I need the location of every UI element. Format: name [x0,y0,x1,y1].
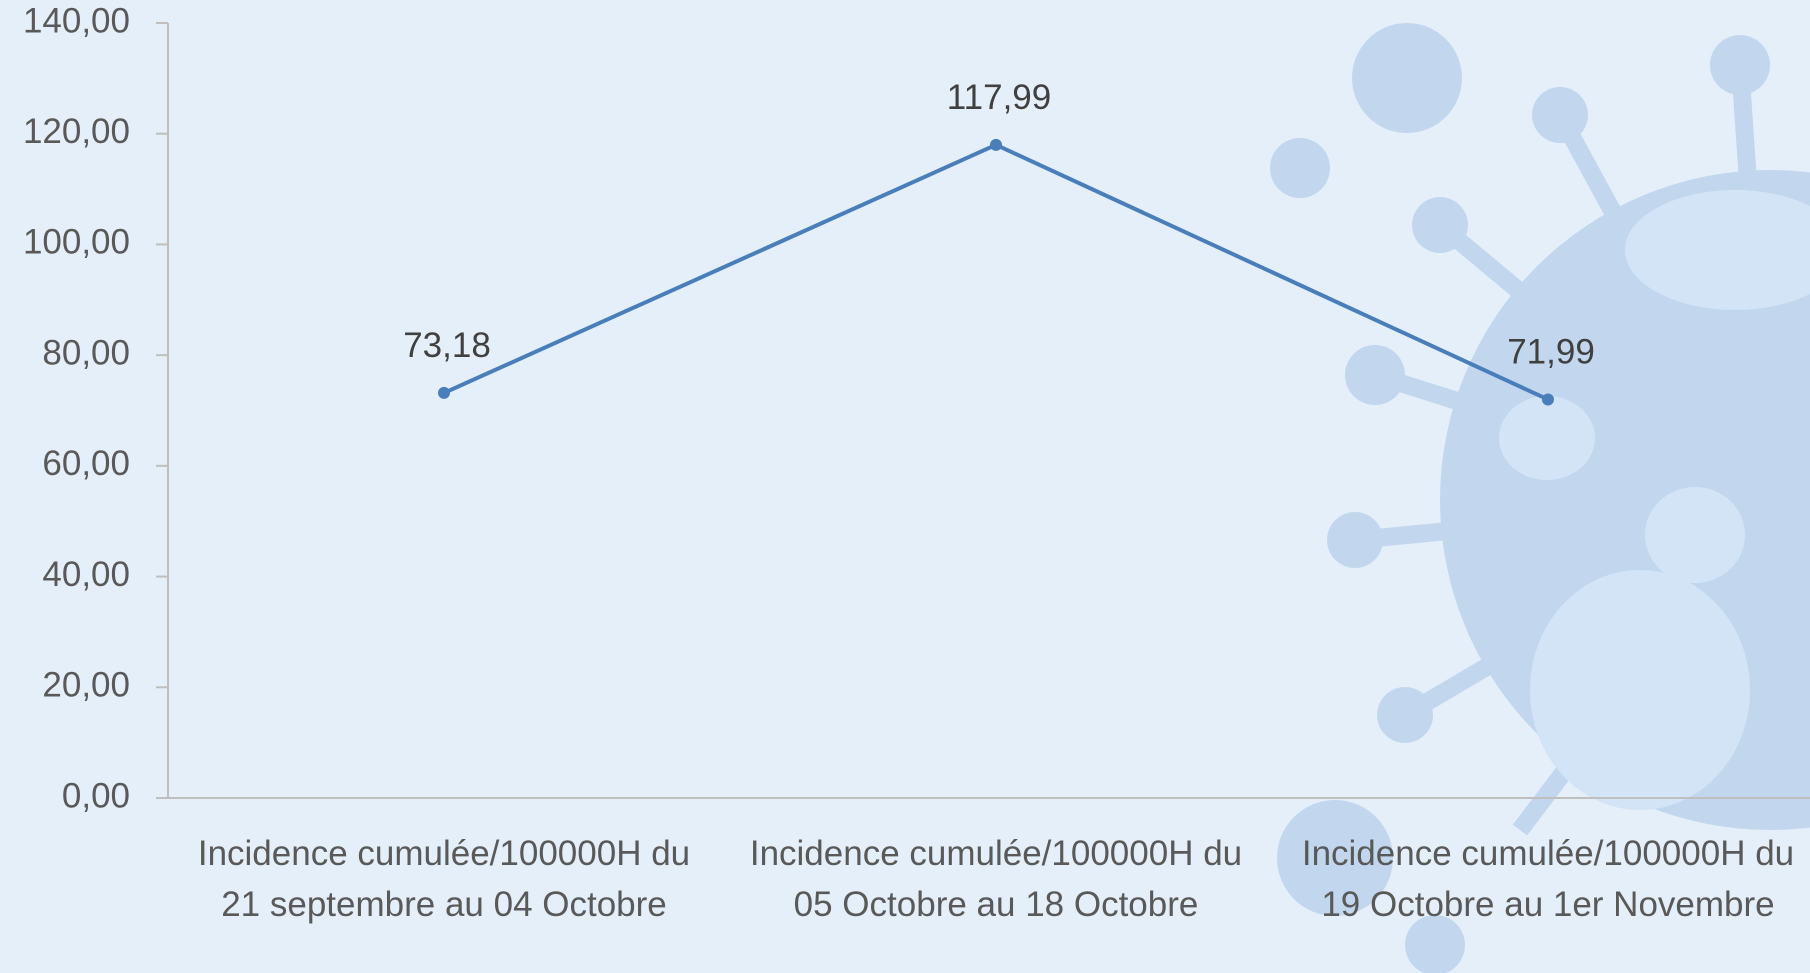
x-tick-label: Incidence cumulée/100000H du 21 septembr… [184,828,704,930]
y-tick-label: 0,00 [62,776,130,815]
y-tick-label: 60,00 [42,444,130,483]
point [438,387,450,399]
point [1542,393,1554,405]
y-tick-label: 20,00 [42,666,130,705]
data-label: 71,99 [1507,333,1595,372]
y-tick-label: 80,00 [42,333,130,372]
x-tick-label: Incidence cumulée/100000H du 05 Octobre … [736,828,1256,930]
data-label: 117,99 [947,78,1051,117]
y-tick-label: 140,00 [23,1,130,40]
y-tick-label: 120,00 [23,112,130,151]
x-tick-label: Incidence cumulée/100000H du 19 Octobre … [1288,828,1808,930]
y-tick-label: 40,00 [42,555,130,594]
point [990,139,1002,151]
chart: 0,00 20,00 40,00 60,00 80,00 100,00 120,00 140,… [0,0,1810,973]
data-label: 73,18 [403,326,491,365]
y-tick-label: 100,00 [23,223,130,262]
